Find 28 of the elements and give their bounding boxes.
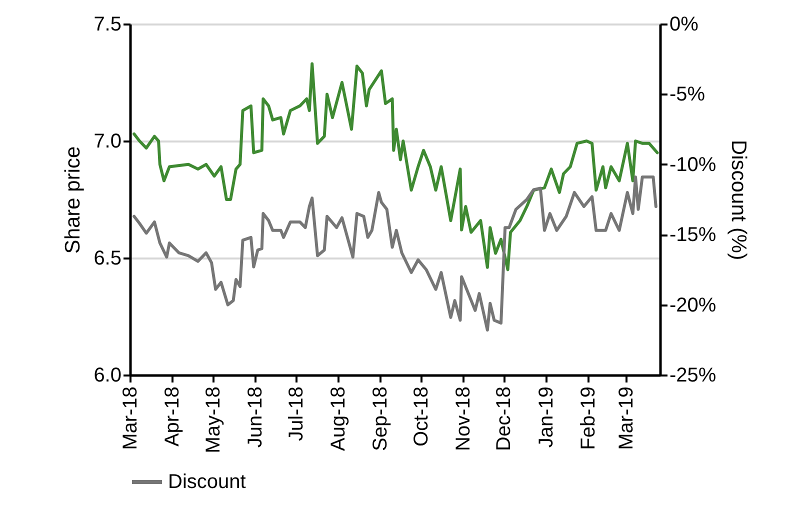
- y2-axis-title: Discount (%): [727, 140, 750, 260]
- x-tick-label: Jan-19: [535, 386, 558, 448]
- y-tick-label: 7.5: [94, 14, 122, 36]
- x-tick-label: Mar-18: [120, 386, 142, 450]
- x-tick-label: Nov-18: [452, 386, 474, 451]
- y-tick-label: 6.5: [94, 248, 122, 270]
- x-tick-label: Jul-18: [285, 386, 308, 441]
- x-tick-label: Feb-19: [577, 386, 600, 450]
- x-tick-label: Sep-18: [370, 386, 392, 451]
- x-tick-label: Mar-19: [616, 386, 638, 450]
- y2-tick-label: -10%: [670, 154, 716, 176]
- legend-label: Discount: [168, 471, 246, 493]
- x-tick-label: Aug-18: [327, 386, 350, 451]
- y-tick-label: 6.0: [94, 364, 122, 386]
- x-tick-label: Dec-18: [493, 386, 516, 451]
- y2-tick-label: -25%: [670, 364, 716, 386]
- x-tick-label: Jun-18: [244, 386, 267, 448]
- y2-tick-label: -20%: [670, 294, 716, 316]
- y-tick-label: 7.0: [94, 130, 122, 152]
- y2-tick-label: -5%: [670, 84, 706, 106]
- line-series: [132, 62, 659, 272]
- x-tick-label: May-18: [202, 386, 224, 454]
- y-axis-title: Share price: [62, 146, 85, 254]
- x-tick-label: Apr-18: [162, 386, 184, 447]
- y2-tick-label: -15%: [670, 224, 716, 246]
- x-tick-label: Oct-18: [410, 386, 432, 447]
- line-series: [132, 176, 658, 332]
- y2-tick-label: 0%: [670, 14, 699, 36]
